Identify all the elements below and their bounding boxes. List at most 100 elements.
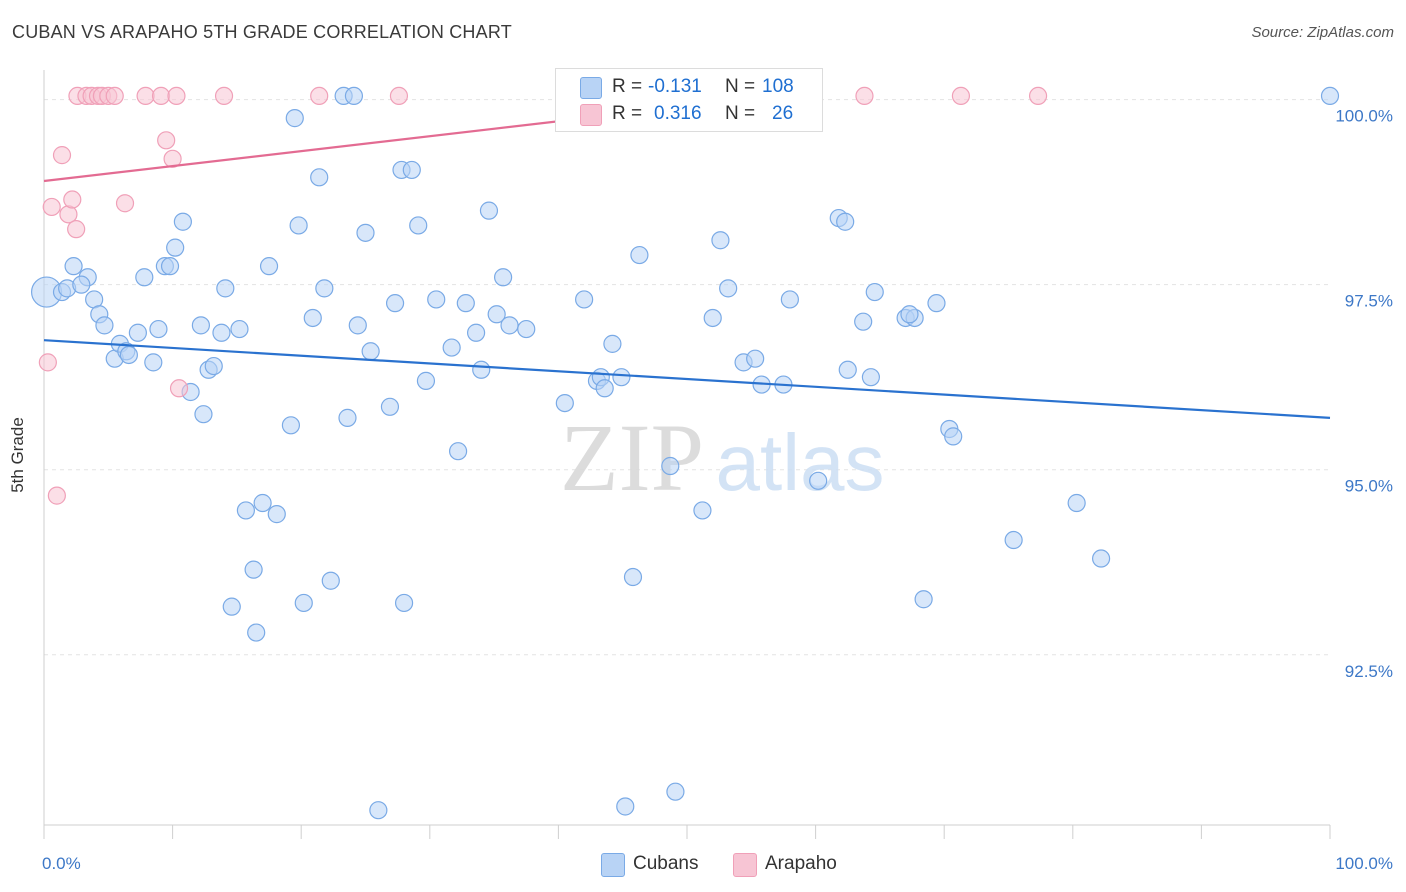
data-points <box>30 86 1340 820</box>
cubans-point <box>191 316 210 335</box>
cubans-point <box>166 238 185 257</box>
y-tick-label: 95.0% <box>1345 477 1393 496</box>
cubans-point <box>1004 530 1023 550</box>
arapaho-point <box>42 197 61 217</box>
cubans-point <box>693 501 712 520</box>
cubans-point <box>173 212 192 231</box>
cubans-point <box>836 212 855 231</box>
legend-n-label: N = <box>725 103 756 124</box>
y-tick-label: 92.5% <box>1345 662 1393 681</box>
cubans-point <box>703 308 722 328</box>
legend-n-label: N = <box>725 76 756 97</box>
cubans-point <box>267 505 286 524</box>
cubans-point <box>281 416 301 435</box>
legend-swatch-arapaho <box>580 104 602 126</box>
cubans-point <box>1091 549 1111 568</box>
x-tick-label: 100.0% <box>1335 854 1393 873</box>
cubans-point <box>427 290 446 309</box>
legend-n-value: 26 <box>772 103 794 124</box>
cubans-point <box>711 231 730 250</box>
bottom-legend-label-arapaho: Arapaho <box>765 853 837 874</box>
cubans-point <box>348 316 367 335</box>
cubans-point <box>944 427 963 446</box>
legend-r-value: -0.131 <box>648 76 702 97</box>
cubans-point <box>861 368 880 387</box>
arapaho-point <box>310 86 329 106</box>
arapaho-point <box>389 86 409 106</box>
trend-lines <box>43 94 1331 419</box>
axes <box>43 70 1331 839</box>
arapaho-point <box>214 86 234 106</box>
cubans-point <box>230 319 249 339</box>
source-label: Source: ZipAtlas.com <box>1251 24 1394 41</box>
cubans-point <box>865 282 884 302</box>
cubans-point <box>442 338 461 357</box>
cubans-point <box>402 160 421 180</box>
y-tick-label: 97.5% <box>1345 292 1393 311</box>
cubans-point <box>222 597 241 616</box>
bottom-legend-swatch-arapaho <box>733 853 757 877</box>
cubans-point <box>253 493 272 513</box>
cubans-point <box>135 268 154 287</box>
arapaho-point <box>115 194 135 213</box>
bottom-legend-label-cubans: Cubans <box>633 853 699 874</box>
cubans-point <box>204 356 223 376</box>
cubans-point <box>900 305 919 324</box>
cubans-point <box>72 275 91 294</box>
cubans-point <box>64 257 83 276</box>
x-tick-label: 0.0% <box>42 854 81 873</box>
cubans-point <box>479 201 499 220</box>
cubans-point <box>575 290 594 309</box>
cubans-point <box>472 360 491 379</box>
cubans-point <box>494 268 513 287</box>
cubans-point <box>259 257 279 276</box>
cubans-point <box>409 216 428 235</box>
cubans-point <box>285 109 304 128</box>
arapaho-point <box>52 146 72 165</box>
cubans-point <box>719 279 738 298</box>
arapaho-point <box>163 149 182 168</box>
legend-n-value: 108 <box>762 76 794 97</box>
cubans-trend-line <box>43 339 1331 419</box>
legend-swatch-cubans <box>580 77 602 99</box>
arapaho-point <box>63 190 82 209</box>
bottom-legend-swatch-cubans <box>601 853 625 877</box>
cubans-point <box>666 782 685 801</box>
arapaho-point <box>151 86 171 106</box>
stats-legend: R = -0.131 N = 108 R = 0.316 N = 26 <box>555 68 823 132</box>
cubans-point <box>194 405 213 424</box>
cubans-point <box>216 279 235 298</box>
cubans-point <box>303 308 322 328</box>
cubans-point <box>603 334 622 353</box>
cubans-point <box>1067 493 1086 513</box>
cubans-point <box>623 567 643 587</box>
cubans-point <box>144 353 163 372</box>
cubans-point <box>356 223 375 242</box>
cubans-point <box>838 360 857 379</box>
cubans-point <box>612 368 631 387</box>
cubans-point <box>746 349 765 368</box>
cubans-point <box>487 305 506 324</box>
cubans-point <box>247 623 266 642</box>
tick-labels: 92.5% 95.0% 97.5% 100.0% 0.0% 100.0% <box>42 107 1393 873</box>
legend-r-value: 0.316 <box>654 103 702 124</box>
watermark-atlas: atlas <box>716 418 885 507</box>
cubans-point <box>616 797 635 816</box>
arapaho-point <box>38 353 57 372</box>
cubans-point <box>380 397 400 416</box>
arapaho-point <box>47 486 66 505</box>
gridlines <box>44 99 1330 656</box>
cubans-point <box>595 379 614 398</box>
cubans-point <box>555 393 574 413</box>
arapaho-point <box>951 86 971 106</box>
arapaho-point <box>855 86 874 106</box>
arapaho-point <box>157 131 176 150</box>
cubans-point <box>294 593 313 613</box>
cubans-point <box>517 319 536 339</box>
arapaho-point <box>169 379 189 398</box>
cubans-point <box>369 801 388 820</box>
cubans-point <box>310 168 329 187</box>
arapaho-point <box>136 86 155 106</box>
arapaho-point <box>67 220 86 239</box>
cubans-point <box>854 312 873 331</box>
